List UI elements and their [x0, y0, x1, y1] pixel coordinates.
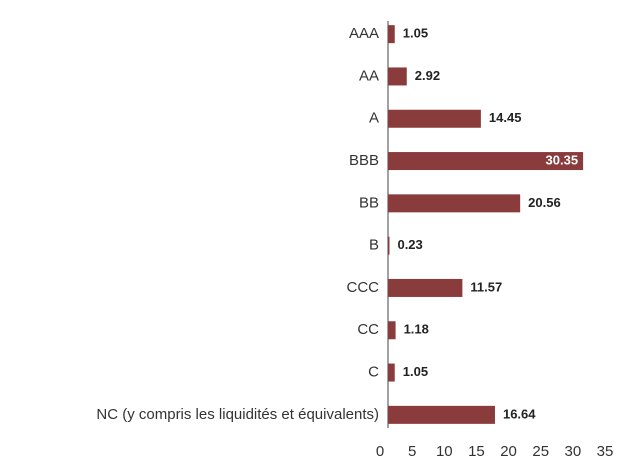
data-label: 11.57: [470, 279, 502, 294]
y-tick-label: B: [369, 237, 379, 254]
data-label: 20.56: [528, 195, 561, 210]
x-tick-label: 30: [565, 443, 582, 460]
bar: [388, 194, 521, 213]
data-label: 2.92: [415, 68, 440, 83]
x-tick-label: 25: [532, 443, 549, 460]
x-tick-label: 20: [500, 443, 517, 460]
bar: [388, 109, 481, 128]
bar: [388, 321, 396, 340]
y-tick-label: BBB: [349, 152, 379, 169]
data-label: 14.45: [489, 110, 522, 125]
bar: [388, 278, 463, 297]
y-tick-label: CC: [357, 321, 379, 338]
y-tick-label: AAA: [349, 25, 379, 42]
data-label: 30.35: [546, 152, 579, 167]
x-tick-label: 0: [376, 443, 384, 460]
x-tick-label: 5: [408, 443, 416, 460]
y-tick-label: NC (y compris les liquidités et équivale…: [96, 406, 379, 423]
bar: [388, 67, 407, 86]
y-tick-label: A: [369, 110, 379, 127]
x-tick-label: 35: [597, 443, 614, 460]
bar: [388, 363, 395, 382]
x-tick-label: 10: [436, 443, 453, 460]
y-tick-label: BB: [359, 194, 379, 211]
y-tick-label: AA: [359, 67, 379, 84]
data-label: 1.05: [403, 26, 428, 41]
data-label: 16.64: [503, 406, 536, 421]
data-label: 1.05: [403, 364, 428, 379]
bar: [388, 25, 395, 44]
bar: [388, 152, 584, 171]
data-label: 0.23: [397, 237, 422, 252]
x-tick-label: 15: [468, 443, 485, 460]
y-tick-label: CCC: [347, 279, 380, 296]
bar: [388, 405, 495, 424]
y-tick-label: C: [368, 364, 379, 381]
data-label: 1.18: [404, 322, 429, 337]
bar: [388, 236, 390, 255]
